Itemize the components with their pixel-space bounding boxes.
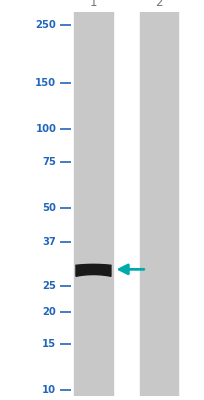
Bar [139,12,177,396]
Text: 25: 25 [42,281,56,291]
Text: 2: 2 [154,0,162,9]
Text: 150: 150 [35,78,56,88]
Text: 250: 250 [35,20,56,30]
Bar [74,12,112,396]
Polygon shape [76,264,110,276]
Text: 50: 50 [42,202,56,212]
Text: 1: 1 [89,0,97,9]
Text: 10: 10 [42,385,56,395]
Text: 15: 15 [42,339,56,349]
Text: 37: 37 [42,237,56,247]
Text: 20: 20 [42,306,56,316]
Text: 75: 75 [42,156,56,166]
Text: 100: 100 [35,124,56,134]
